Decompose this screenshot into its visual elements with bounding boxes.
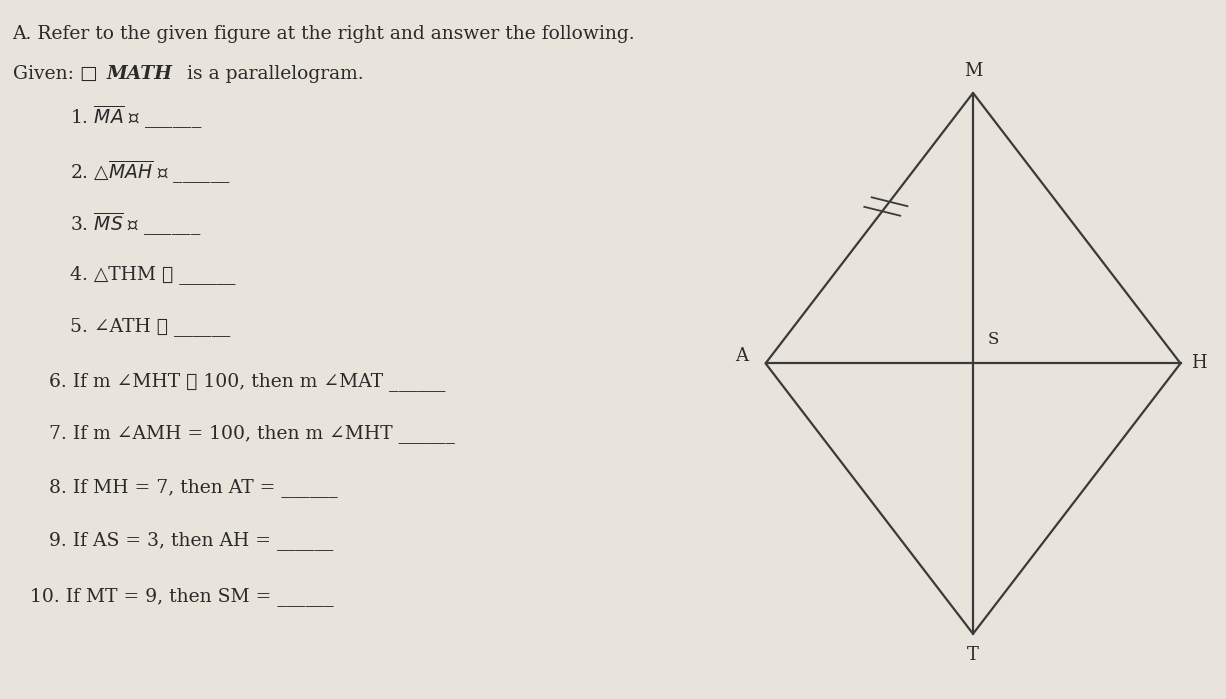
Text: A. Refer to the given figure at the right and answer the following.: A. Refer to the given figure at the righ… bbox=[12, 25, 635, 43]
Text: 9. If AS = 3, then AH = ______: 9. If AS = 3, then AH = ______ bbox=[49, 531, 333, 550]
Text: 3. $\overline{MS}$ ≅ ______: 3. $\overline{MS}$ ≅ ______ bbox=[70, 211, 201, 238]
Text: 2. △$\overline{MAH}$ ≅ ______: 2. △$\overline{MAH}$ ≅ ______ bbox=[70, 159, 230, 187]
Text: MATH: MATH bbox=[107, 65, 173, 83]
Text: is a parallelogram.: is a parallelogram. bbox=[175, 65, 363, 83]
Text: T: T bbox=[967, 647, 980, 664]
Text: Given:: Given: bbox=[12, 65, 80, 83]
Text: 6. If m ∠MHT ≅ 100, then m ∠MAT ______: 6. If m ∠MHT ≅ 100, then m ∠MAT ______ bbox=[49, 372, 445, 391]
Text: M: M bbox=[964, 62, 982, 80]
Text: □: □ bbox=[80, 65, 97, 83]
Text: 5. ∠ATH ≅ ______: 5. ∠ATH ≅ ______ bbox=[70, 317, 230, 336]
Text: 7. If m ∠AMH = 100, then m ∠MHT ______: 7. If m ∠AMH = 100, then m ∠MHT ______ bbox=[49, 424, 455, 442]
Text: S: S bbox=[988, 331, 999, 348]
Text: H: H bbox=[1192, 354, 1208, 373]
Text: 10. If MT = 9, then SM = ______: 10. If MT = 9, then SM = ______ bbox=[29, 586, 333, 605]
Text: 8. If MH = 7, then AT = ______: 8. If MH = 7, then AT = ______ bbox=[49, 478, 338, 497]
Text: 1. $\overline{MA}$ ≅ ______: 1. $\overline{MA}$ ≅ ______ bbox=[70, 103, 202, 131]
Text: A: A bbox=[734, 347, 748, 366]
Text: 4. △THM ≅ ______: 4. △THM ≅ ______ bbox=[70, 265, 235, 284]
